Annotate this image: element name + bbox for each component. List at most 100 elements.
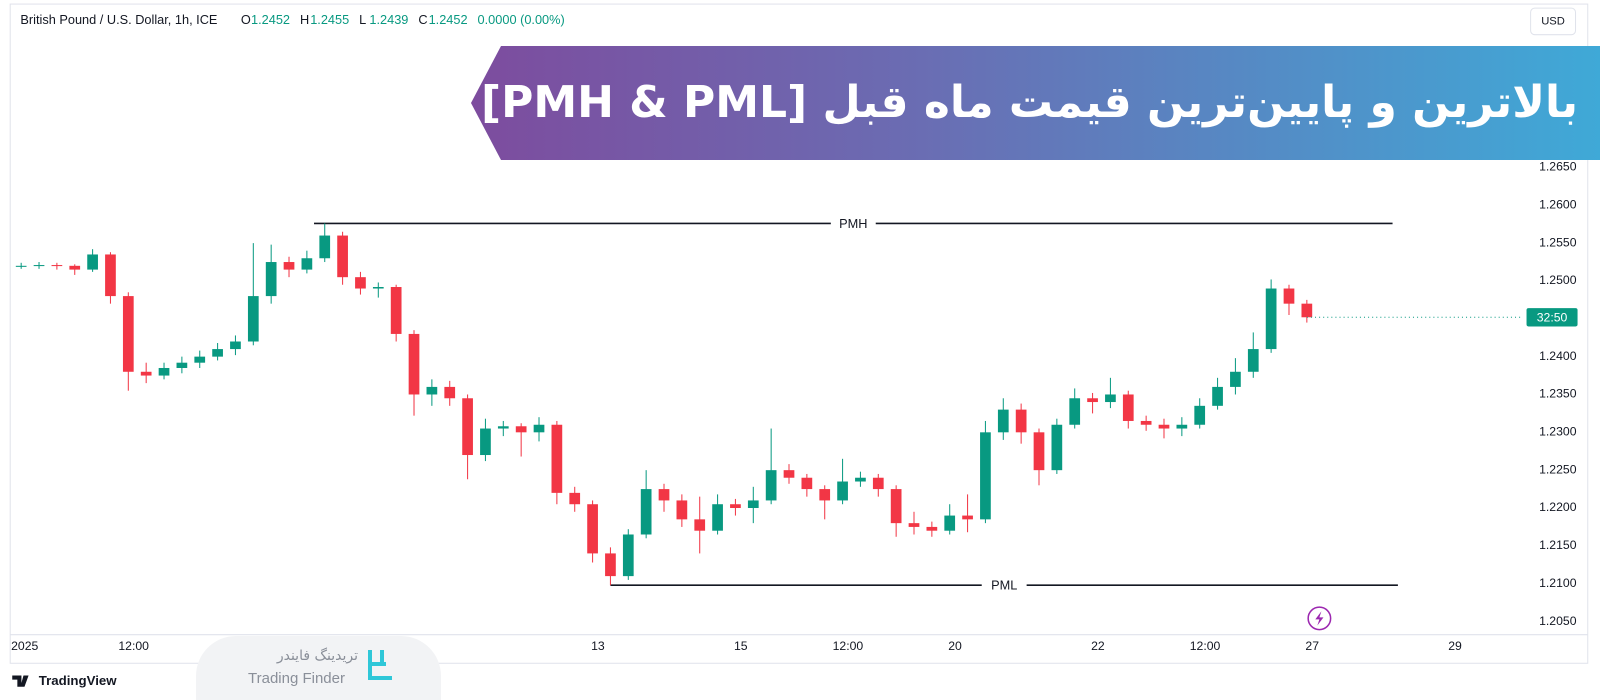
tv-logo	[12, 675, 29, 687]
candle-body	[926, 526, 938, 531]
candle-body	[694, 519, 706, 531]
x-tick-label: 12:00	[1190, 639, 1221, 653]
x-tick-label: 27	[1305, 639, 1319, 653]
candle-body	[355, 277, 366, 289]
candle-body	[1105, 394, 1116, 403]
candle-body	[212, 349, 223, 357]
ohlc-key: C	[418, 12, 427, 27]
candle-body	[319, 235, 331, 259]
candle-body	[908, 523, 920, 527]
watermark-en: Trading Finder	[248, 670, 345, 687]
candle-body	[587, 504, 598, 554]
candle-body	[1194, 405, 1206, 425]
candle-body	[122, 296, 134, 372]
candle-body	[747, 500, 759, 509]
wm-logo	[368, 650, 392, 680]
ohlc-value: 1.2439	[369, 12, 408, 27]
level-label-bg	[830, 215, 876, 232]
candle-body	[158, 367, 170, 376]
y-tick-label: 1.2100	[1539, 576, 1577, 590]
x-tick-label: 29	[1448, 639, 1462, 653]
candle-body	[533, 424, 545, 433]
candle-body	[194, 356, 206, 363]
candle-body	[372, 287, 384, 289]
alert-bolt	[1315, 611, 1324, 626]
currency: USD	[1541, 15, 1565, 27]
candle-body	[1051, 424, 1063, 471]
currency-button[interactable]	[1530, 7, 1577, 36]
candle-body	[944, 515, 956, 531]
candle-body	[712, 504, 723, 531]
alert-icon[interactable]	[1307, 606, 1332, 631]
plot: PMH PML	[15, 215, 1521, 594]
candle-body	[676, 500, 688, 520]
x-tick-label: 12:00	[833, 639, 864, 653]
candle-body	[462, 398, 473, 456]
y-tick-label: 1.2300	[1539, 425, 1577, 439]
candle-body	[390, 287, 402, 334]
candle-body	[51, 265, 63, 267]
candle-body	[837, 481, 848, 501]
x-tick-label: 12:00	[118, 639, 149, 653]
candle-body	[783, 470, 795, 478]
candle-body	[872, 477, 884, 490]
ohlc-key: H	[300, 12, 309, 27]
candle-body	[962, 515, 973, 520]
candle-body	[890, 489, 902, 524]
candle-body	[801, 477, 813, 490]
candle-body	[1212, 386, 1223, 406]
candle-body	[980, 432, 991, 520]
level-label-bg	[981, 577, 1027, 594]
candle-body	[301, 258, 313, 270]
candle-body	[140, 371, 152, 376]
brand: TradingView	[39, 673, 117, 688]
y-tick-label: 1.2150	[1539, 538, 1577, 552]
chart-frame	[9, 3, 1589, 664]
ohlc-key: O	[241, 12, 251, 27]
candle-body	[1301, 303, 1313, 318]
symbol: British Pound / U.S. Dollar, 1h, ICE	[20, 12, 217, 27]
candle-body	[569, 492, 581, 505]
candle-body	[176, 362, 188, 368]
y-tick-label: 1.2400	[1539, 349, 1577, 363]
banner-title: بالاترین و پایین‌ترین قیمت ماه قبل [PMH …	[481, 77, 1578, 128]
candle-body	[551, 424, 563, 493]
watermark: تریدینگ فایندر Trading Finder	[196, 636, 441, 700]
candle-body	[1176, 424, 1188, 429]
candle-body	[765, 470, 777, 501]
candle-body	[1158, 424, 1170, 429]
candle-body	[515, 426, 527, 433]
candle-body	[1140, 420, 1152, 425]
x-tick-label: 15	[734, 639, 748, 653]
candle-body	[1247, 349, 1259, 372]
x-tick-label: 13	[591, 639, 605, 653]
candle-body	[640, 489, 652, 535]
y-tick-label: 1.2050	[1539, 614, 1577, 628]
y-tick-label: 1.2650	[1539, 160, 1577, 174]
candle-body	[15, 265, 27, 267]
candle-body	[408, 333, 420, 395]
candle-body	[444, 386, 456, 399]
y-tick-label: 1.2350	[1539, 387, 1577, 401]
candle-body	[1265, 288, 1277, 350]
candle-body	[658, 489, 670, 501]
countdown: 32:50	[1537, 311, 1568, 325]
candle-body	[426, 386, 438, 395]
x-tick-label: 20	[948, 639, 962, 653]
candle-body	[1033, 432, 1045, 471]
y-tick-label: 1.2550	[1539, 235, 1577, 249]
y-tick-label: 1.2600	[1539, 198, 1577, 212]
candle-body	[997, 409, 1009, 433]
ohlc-value: 1.2452	[251, 12, 290, 27]
candle-body	[1069, 398, 1081, 425]
candle-body	[1015, 409, 1027, 433]
candle-body	[1230, 371, 1241, 387]
change: 0.0000 (0.00%)	[478, 12, 565, 27]
candle-body	[855, 477, 866, 482]
ohlc-key: L	[359, 12, 366, 27]
candle-body	[605, 553, 616, 577]
watermark-fa: تریدینگ فایندر	[276, 648, 358, 664]
level-label: PML	[991, 578, 1017, 593]
